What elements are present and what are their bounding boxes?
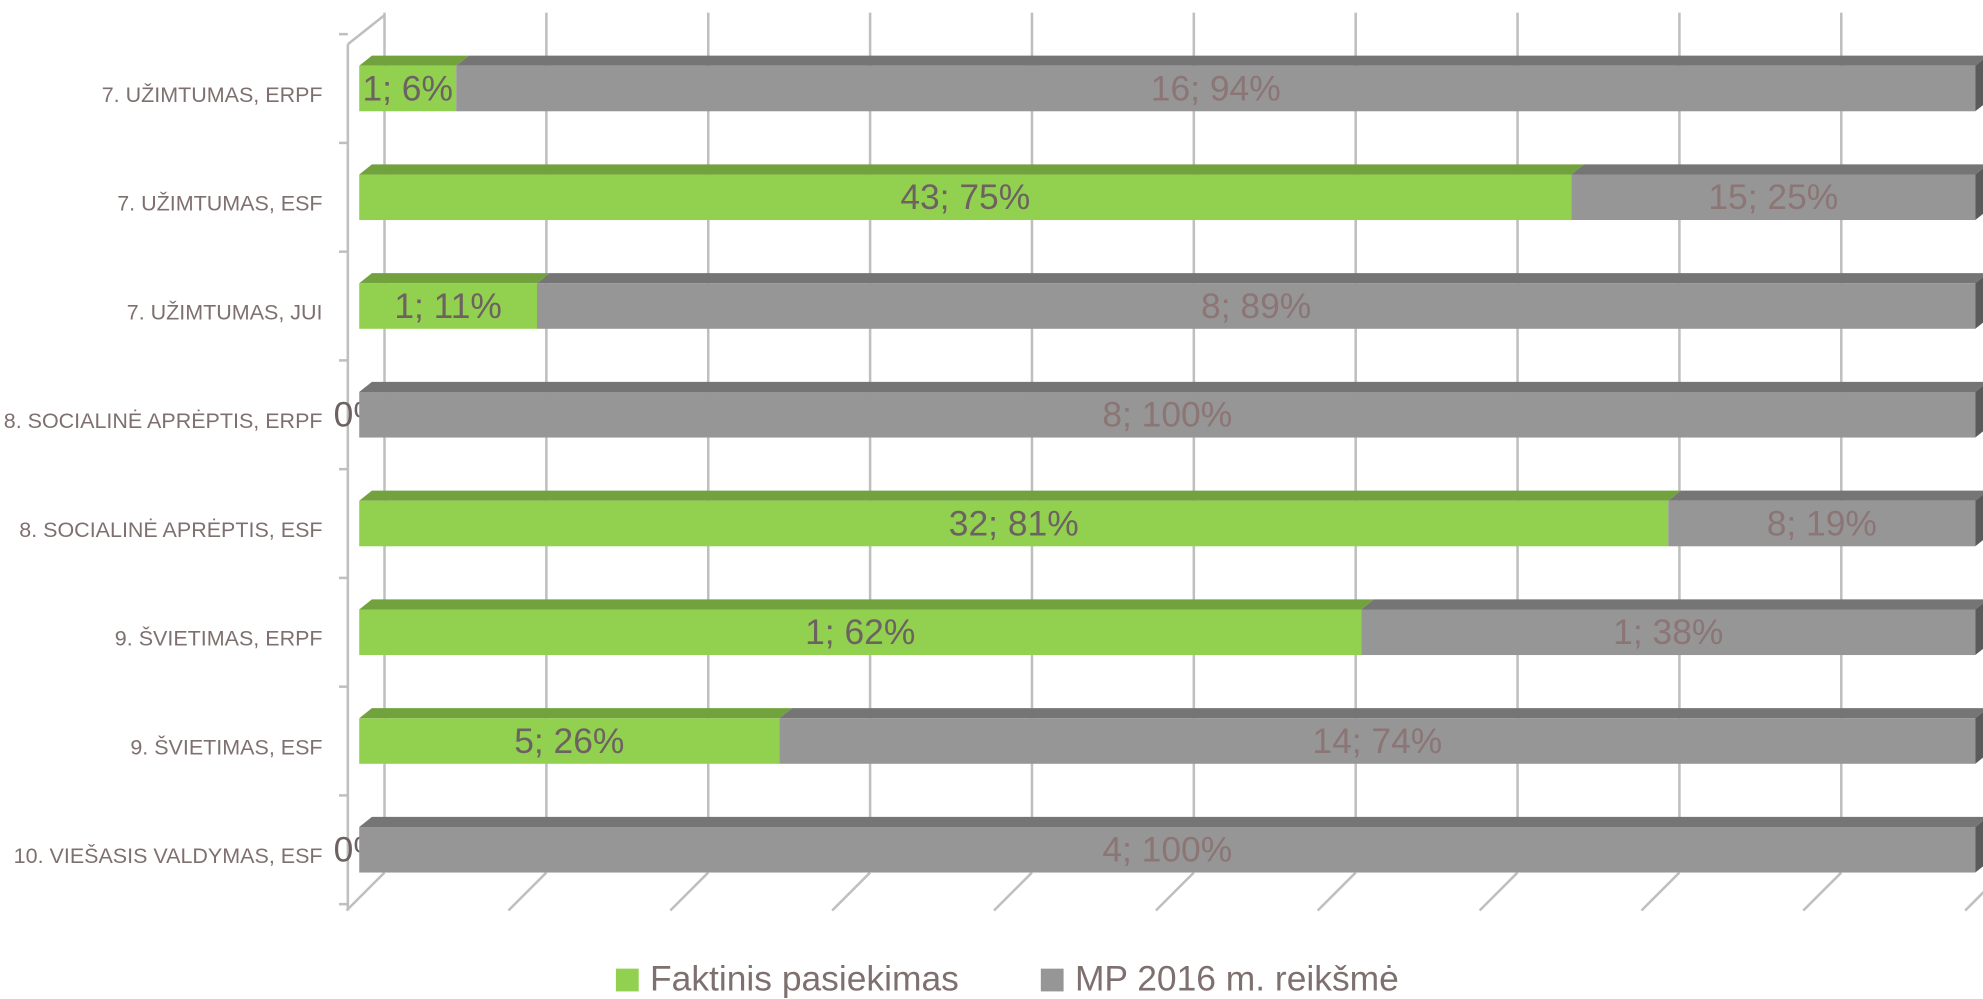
bar-top bbox=[779, 708, 1983, 719]
y-tick-label: 9. ŠVIETIMAS, ERPF bbox=[115, 626, 323, 651]
bar bbox=[359, 65, 457, 112]
bar-top bbox=[1571, 164, 1983, 175]
bar-top bbox=[456, 55, 1983, 66]
grid-line bbox=[1964, 890, 1983, 912]
y-tick-label: 8. SOCIALINĖ APRĖPTIS, ESF bbox=[19, 518, 322, 542]
bar-top bbox=[359, 490, 1681, 501]
grid-line bbox=[1640, 871, 1681, 912]
bar-top bbox=[359, 164, 1584, 175]
data-label: 16; 94% bbox=[1151, 68, 1281, 108]
data-label: 4; 100% bbox=[1102, 830, 1232, 870]
bar-side bbox=[1975, 59, 1983, 112]
data-label: 32; 81% bbox=[949, 503, 1079, 543]
data-label: 1; 6% bbox=[362, 68, 452, 108]
bar bbox=[359, 392, 1976, 438]
bar-side bbox=[1975, 277, 1983, 329]
y-tick-label: 9. ŠVIETIMAS, ESF bbox=[130, 734, 322, 759]
bar-side bbox=[1975, 820, 1983, 873]
data-label: 5; 26% bbox=[514, 721, 624, 761]
bar-top bbox=[359, 599, 1374, 610]
bar bbox=[359, 718, 780, 764]
grid-line bbox=[1478, 871, 1519, 912]
legend-swatch bbox=[1040, 968, 1064, 992]
bar-side bbox=[1975, 168, 1983, 221]
bar bbox=[359, 174, 1572, 221]
y-tick-label: 10. VIEŠASIS VALDYMAS, ESF bbox=[14, 843, 323, 868]
bar-top bbox=[1361, 599, 1983, 610]
bar-top bbox=[359, 273, 550, 284]
grid-line bbox=[831, 871, 871, 912]
grid-line bbox=[1316, 871, 1357, 912]
y-tick-label: 8. SOCIALINĖ APRĖPTIS, ERPF bbox=[4, 409, 323, 433]
data-label: 15; 25% bbox=[1708, 177, 1838, 217]
grid-line bbox=[993, 871, 1033, 912]
bar-top bbox=[536, 273, 1983, 284]
data-label: 14; 74% bbox=[1312, 721, 1442, 761]
bar-side bbox=[1975, 712, 1983, 764]
data-label: 8; 19% bbox=[1767, 503, 1877, 543]
data-label: 1; 62% bbox=[805, 612, 915, 652]
bar-side bbox=[1975, 603, 1983, 656]
grid-line bbox=[1154, 871, 1195, 912]
bar bbox=[359, 283, 537, 329]
y-tick-label: 7. UŽIMTUMAS, JUI bbox=[127, 299, 323, 324]
grid-line bbox=[669, 871, 710, 912]
bar-top bbox=[359, 708, 793, 719]
bar bbox=[359, 827, 1976, 873]
data-label: 8; 89% bbox=[1201, 286, 1311, 326]
bar-side bbox=[1975, 385, 1983, 438]
bar bbox=[456, 65, 1976, 112]
legend-swatch bbox=[615, 968, 639, 992]
bar bbox=[1361, 609, 1976, 656]
bar-top bbox=[359, 55, 469, 66]
legend-label: Faktinis pasiekimas bbox=[650, 959, 959, 999]
bar-side bbox=[1975, 494, 1983, 547]
bar-top bbox=[1668, 490, 1983, 501]
data-label: 1; 38% bbox=[1613, 612, 1723, 652]
legend-label: MP 2016 m. reikšmė bbox=[1075, 959, 1399, 999]
y-tick-label: 7. UŽIMTUMAS, ERPF bbox=[102, 82, 323, 107]
bar bbox=[536, 283, 1976, 329]
data-label: 43; 75% bbox=[900, 177, 1030, 217]
grid-line bbox=[1802, 871, 1843, 912]
bar-top bbox=[359, 381, 1983, 393]
grid-line bbox=[345, 871, 386, 912]
bar bbox=[1668, 500, 1976, 547]
data-label: 1; 11% bbox=[394, 286, 502, 326]
data-label: 8; 100% bbox=[1102, 395, 1232, 435]
y-tick-label: 7. UŽIMTUMAS, ESF bbox=[117, 191, 322, 216]
bar bbox=[359, 500, 1669, 547]
bar bbox=[779, 718, 1976, 764]
grid-line bbox=[507, 871, 548, 912]
bar-top bbox=[359, 816, 1983, 828]
axis-line bbox=[347, 14, 386, 46]
bar bbox=[359, 609, 1362, 656]
bar bbox=[1571, 174, 1976, 221]
